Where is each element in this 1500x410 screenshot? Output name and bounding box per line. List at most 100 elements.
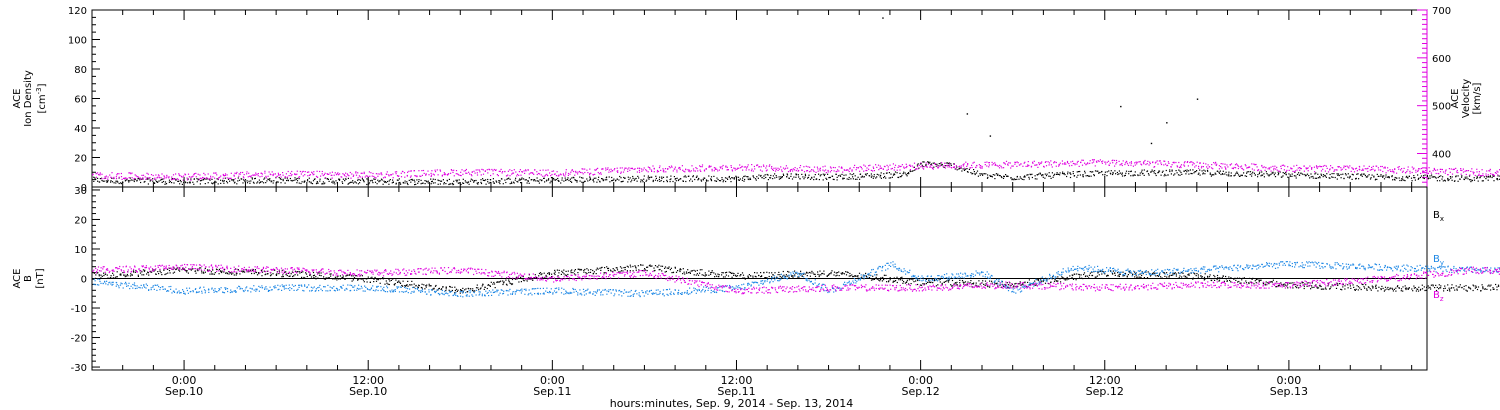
density-point	[1044, 173, 1046, 175]
density-point	[1209, 172, 1211, 174]
velocity-point	[1091, 159, 1094, 161]
density-point	[643, 175, 645, 177]
velocity-point	[1089, 162, 1091, 164]
velocity-point	[130, 173, 132, 175]
density-point	[873, 174, 875, 176]
velocity-point	[870, 169, 872, 171]
velocity-point	[1107, 160, 1110, 162]
velocity-point	[301, 171, 303, 173]
velocity-point	[466, 172, 468, 174]
density-point	[1402, 178, 1404, 180]
density-point	[539, 179, 541, 181]
velocity-point	[1244, 164, 1246, 166]
velocity-point	[1481, 169, 1483, 171]
velocity-point	[986, 165, 988, 167]
density-point	[1273, 174, 1275, 176]
density-point	[888, 177, 890, 179]
density-point	[1476, 177, 1479, 179]
velocity-point	[1025, 165, 1027, 167]
density-point	[746, 176, 748, 178]
density-point	[1228, 171, 1230, 173]
velocity-point	[1214, 163, 1216, 165]
density-point	[284, 177, 286, 179]
density-point	[350, 181, 352, 183]
density-point	[404, 180, 406, 182]
velocity-point	[1359, 166, 1361, 168]
density-point	[1102, 174, 1104, 176]
velocity-point	[289, 172, 292, 174]
velocity-point	[1374, 170, 1376, 172]
velocity-point	[1401, 168, 1403, 170]
density-point	[1090, 175, 1092, 177]
velocity-point	[924, 166, 926, 168]
density-point	[535, 180, 537, 182]
density-point	[1305, 174, 1307, 177]
velocity-point	[534, 169, 536, 171]
density-point	[1179, 170, 1181, 172]
density-point	[708, 175, 710, 177]
velocity-point	[1023, 162, 1025, 164]
density-point	[1036, 174, 1039, 176]
density-point	[392, 181, 394, 183]
density-point	[761, 176, 763, 179]
density-point	[780, 177, 782, 180]
density-point	[1227, 175, 1229, 177]
density-point	[1125, 172, 1127, 174]
velocity-point	[370, 172, 372, 174]
velocity-point	[250, 176, 252, 178]
density-point	[1295, 177, 1297, 179]
density-point	[1403, 179, 1405, 181]
velocity-point	[139, 178, 141, 180]
velocity-point	[461, 169, 463, 171]
density-point	[839, 174, 841, 176]
density-point	[655, 175, 657, 177]
density-point	[1326, 173, 1328, 175]
density-point	[986, 177, 989, 179]
velocity-point	[841, 167, 843, 169]
density-point	[125, 179, 127, 181]
velocity-point	[1116, 161, 1118, 164]
velocity-point	[709, 166, 711, 168]
density-point	[1003, 175, 1005, 178]
density-point	[357, 183, 359, 185]
velocity-point	[450, 169, 452, 171]
density-point	[134, 179, 136, 181]
density-point	[158, 180, 160, 182]
velocity-point	[672, 170, 674, 172]
density-point	[1282, 172, 1284, 174]
density-point	[308, 177, 310, 179]
velocity-point	[1420, 172, 1422, 174]
density-point	[431, 180, 433, 182]
density-point	[110, 180, 112, 182]
velocity-point	[812, 169, 814, 171]
velocity-point	[1268, 167, 1270, 169]
velocity-point	[1058, 165, 1060, 167]
velocity-point	[875, 164, 877, 166]
velocity-point	[949, 166, 951, 168]
density-point	[344, 180, 346, 182]
velocity-point	[1101, 162, 1103, 164]
velocity-point	[210, 177, 212, 179]
density-point	[1053, 173, 1056, 175]
velocity-point	[516, 173, 519, 175]
density-point	[1493, 180, 1495, 182]
velocity-point	[665, 171, 667, 173]
velocity-point	[1220, 163, 1222, 165]
density-point	[303, 181, 305, 183]
velocity-point	[190, 176, 192, 178]
density-point	[1375, 178, 1377, 180]
density-point	[687, 175, 689, 177]
density-point	[1291, 175, 1293, 177]
velocity-point	[197, 173, 199, 175]
velocity-point	[261, 173, 263, 175]
velocity-point	[1089, 160, 1091, 162]
velocity-point	[551, 173, 553, 176]
velocity-point	[998, 167, 1001, 169]
density-point	[870, 173, 872, 175]
velocity-point	[315, 175, 318, 177]
velocity-point	[183, 175, 185, 177]
density-point	[1485, 178, 1487, 180]
velocity-point	[537, 172, 540, 175]
velocity-point	[423, 172, 425, 174]
density-point	[583, 181, 585, 183]
